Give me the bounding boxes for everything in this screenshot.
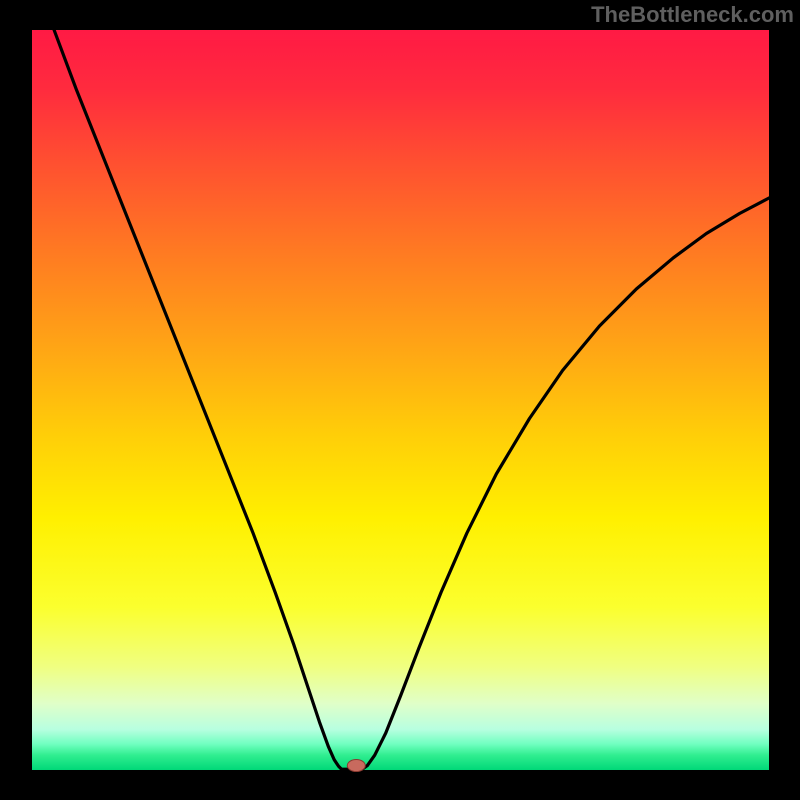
watermark-text: TheBottleneck.com: [591, 2, 794, 28]
optimum-marker: [347, 760, 365, 772]
plot-background: [32, 30, 769, 770]
bottleneck-chart: [0, 0, 800, 800]
chart-frame: TheBottleneck.com: [0, 0, 800, 800]
